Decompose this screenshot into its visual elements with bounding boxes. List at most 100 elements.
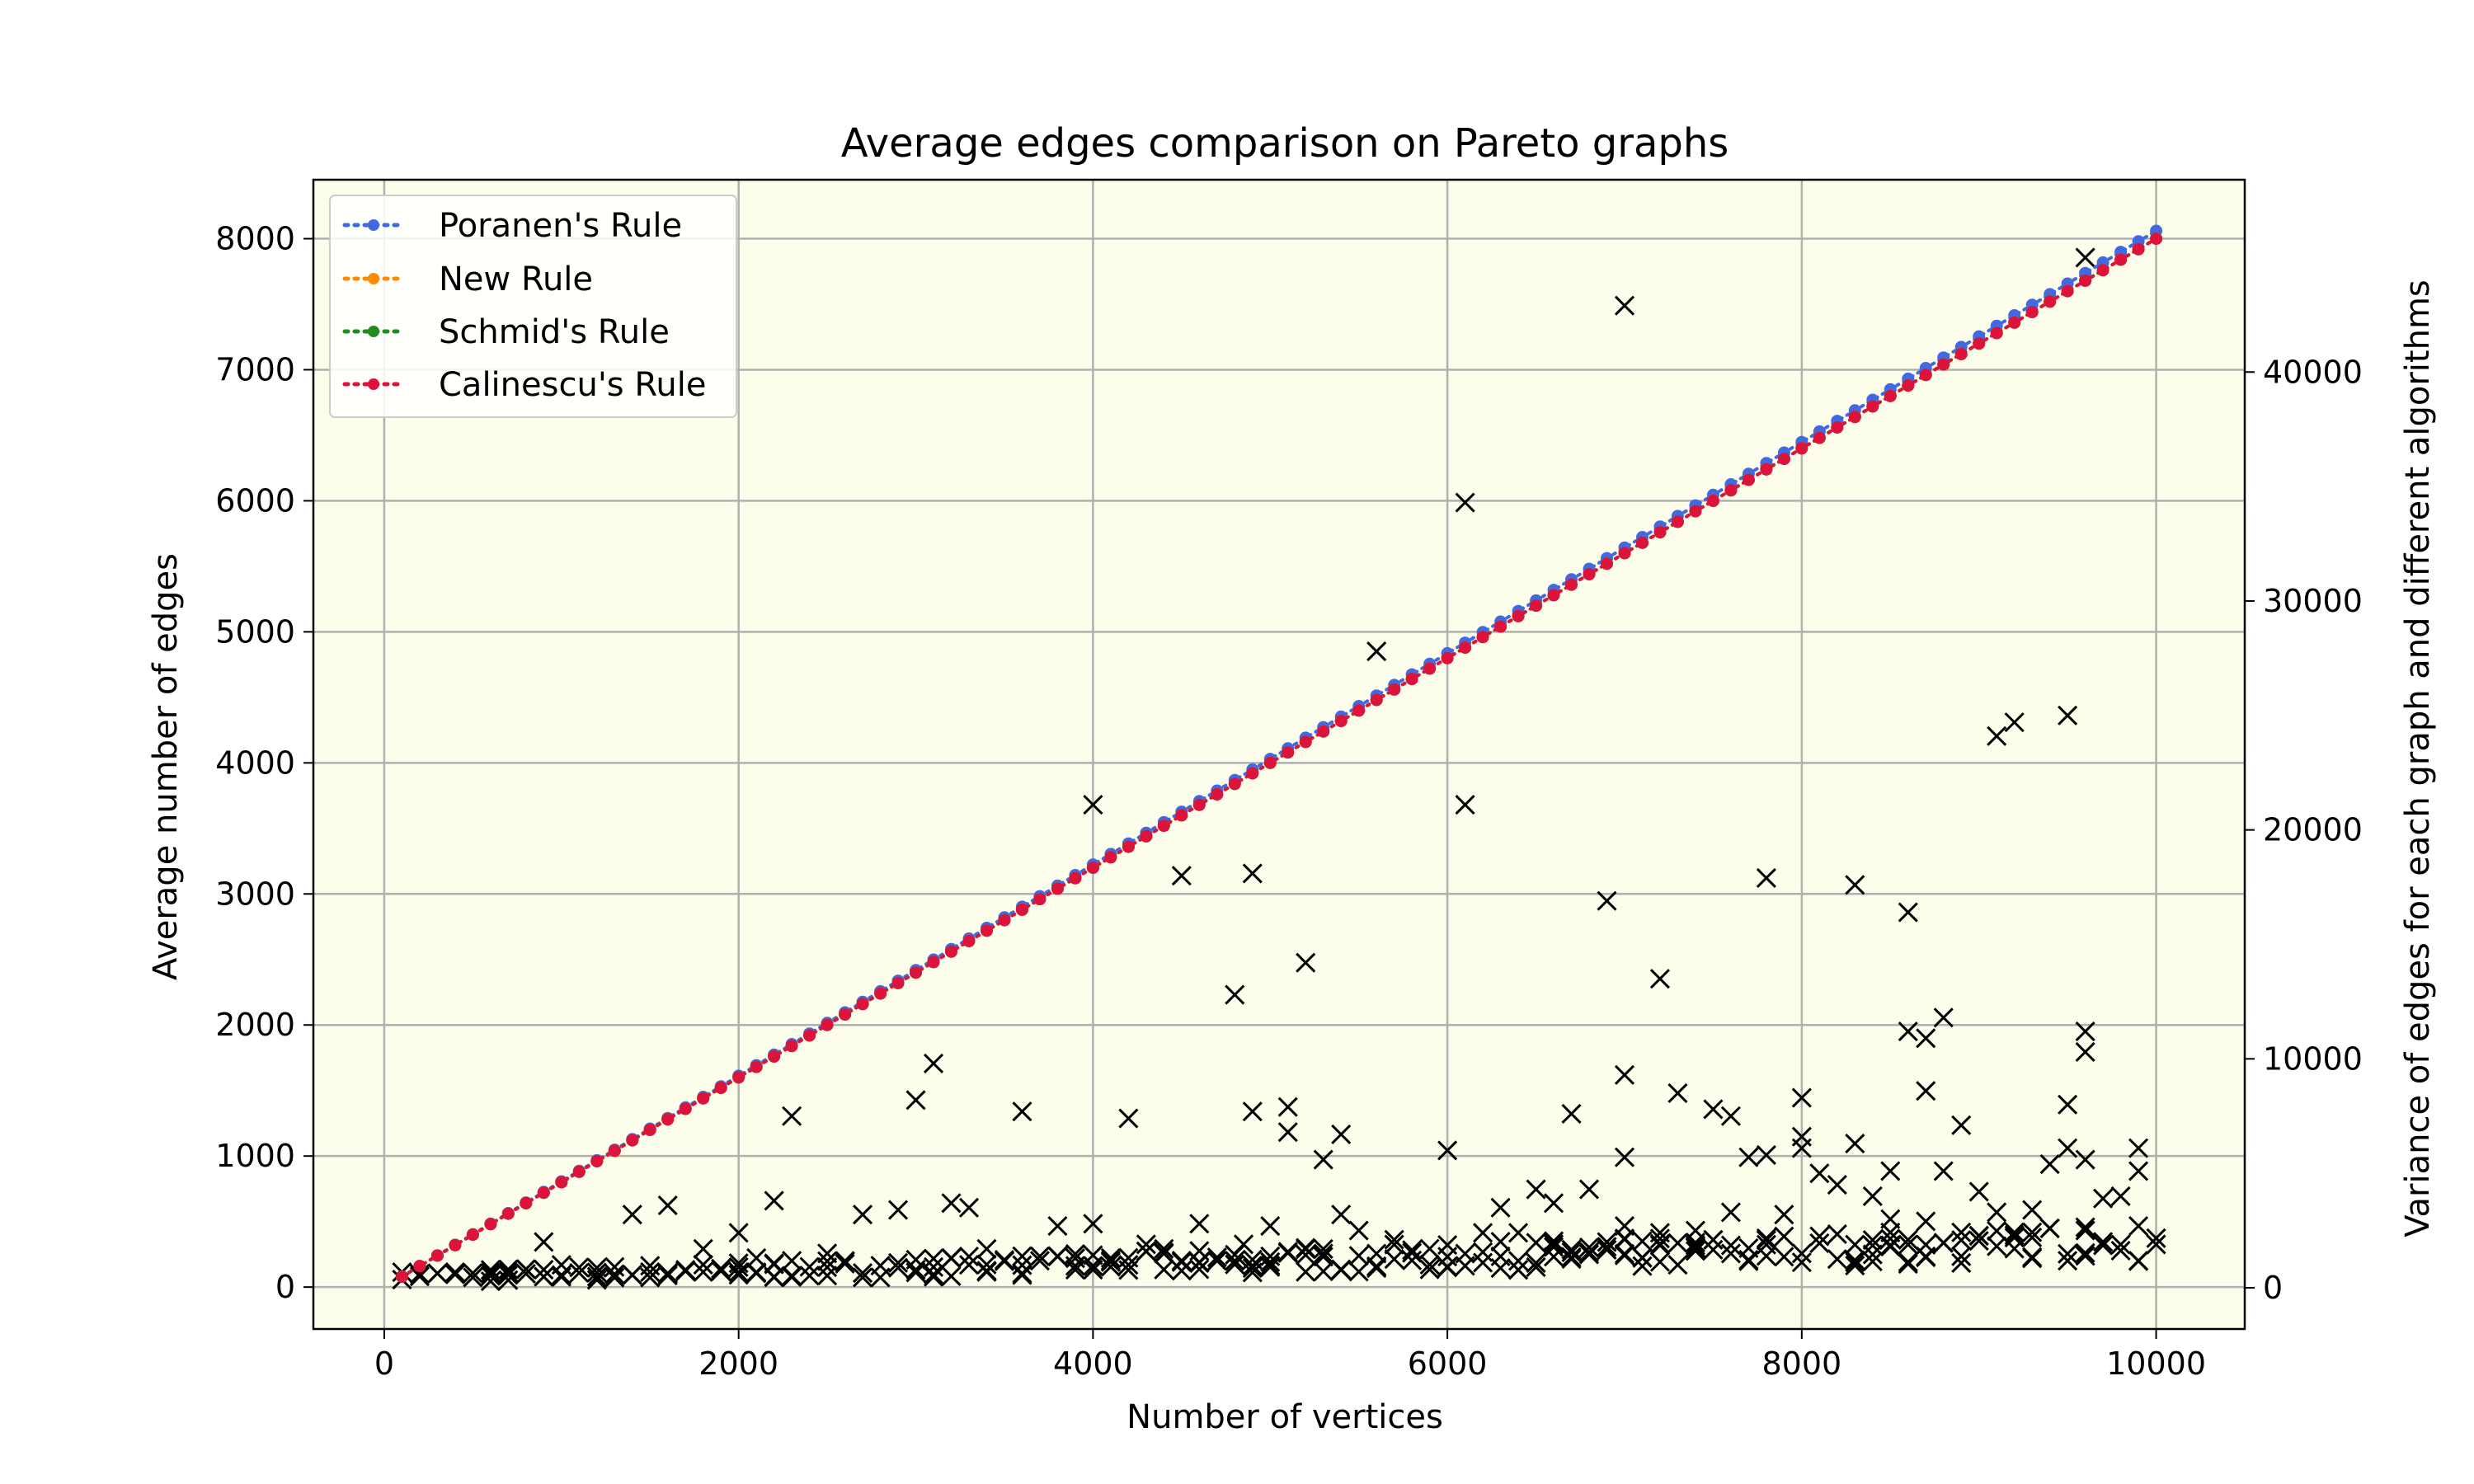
variance-marker [1296, 1245, 1316, 1266]
variance-marker [657, 1263, 678, 1284]
variance-marker [1083, 1214, 1103, 1234]
variance-marker-stroke [1083, 795, 1103, 815]
variance-marker [1827, 1249, 1847, 1270]
variance-marker [1171, 866, 1192, 886]
series-point [1636, 536, 1649, 549]
variance-marker [1561, 1103, 1582, 1125]
y-tick-label: 8000 [215, 221, 295, 257]
variance-marker [728, 1223, 749, 1243]
variance-marker-stroke [444, 1264, 465, 1284]
variance-marker [551, 1265, 571, 1285]
variance-marker [463, 1263, 483, 1284]
variance-marker [1614, 1064, 1635, 1085]
variance-marker [1561, 1249, 1582, 1270]
variance-marker-stroke [2128, 1138, 2149, 1158]
x-tick-label: 6000 [1408, 1345, 1488, 1382]
series-point [768, 1050, 781, 1063]
variance-marker [764, 1190, 784, 1211]
variance-marker [958, 1255, 980, 1275]
series-point [1122, 840, 1135, 853]
variance-marker-stroke [1402, 1242, 1423, 1263]
variance-marker [604, 1256, 625, 1277]
variance-marker-stroke [640, 1267, 661, 1288]
variance-marker-stroke [1578, 1244, 1600, 1265]
variance-marker [1171, 1251, 1192, 1271]
variance-marker [2039, 1154, 2060, 1175]
variance-marker [1366, 641, 1387, 662]
variance-marker [2058, 1251, 2078, 1271]
variance-marker-stroke [586, 1270, 607, 1290]
variance-marker-stroke [728, 1256, 749, 1277]
variance-marker [1614, 1215, 1635, 1237]
variance-marker-stroke [887, 1200, 909, 1220]
variance-marker [1756, 1230, 1776, 1251]
variance-marker [1526, 1179, 1546, 1200]
series-point [1033, 893, 1047, 906]
variance-marker-stroke [1809, 1163, 1830, 1184]
variance-marker [1827, 1223, 1847, 1244]
variance-marker [941, 1248, 962, 1269]
legend-swatch-dot [368, 273, 379, 284]
variance-marker [586, 1270, 607, 1290]
variance-marker [515, 1259, 536, 1280]
variance-marker-stroke [764, 1267, 784, 1288]
variance-marker [1845, 1234, 1865, 1255]
variance-marker-stroke [835, 1253, 855, 1274]
series-point [1653, 526, 1667, 539]
variance-marker-stroke [1313, 1247, 1333, 1267]
series-point [1547, 589, 1560, 602]
variance-marker [2128, 1161, 2149, 1181]
variance-marker [1012, 1246, 1032, 1266]
variance-marker [1898, 1234, 1918, 1255]
variance-marker [1916, 1028, 1936, 1049]
variance-marker-stroke [1526, 1179, 1546, 1200]
variance-marker [1738, 1250, 1759, 1270]
series-point [2096, 264, 2109, 277]
variance-marker-stroke [958, 1247, 980, 1267]
variance-marker-stroke [2075, 1041, 2095, 1063]
series-point [1317, 725, 1330, 738]
variance-marker [1880, 1209, 1901, 1229]
variance-marker [923, 1256, 944, 1277]
series-point [732, 1071, 745, 1084]
variance-marker [2093, 1188, 2114, 1209]
variance-marker-stroke [746, 1247, 767, 1268]
variance-marker-stroke [2058, 1243, 2078, 1264]
variance-marker-stroke [1313, 1261, 1333, 1282]
variance-marker-stroke [1473, 1242, 1493, 1262]
variance-marker [586, 1266, 607, 1287]
variance-marker [1738, 1147, 1759, 1167]
variance-marker-stroke [2075, 1246, 2095, 1266]
variance-marker [2110, 1186, 2131, 1207]
variance-marker-stroke [799, 1266, 820, 1286]
variance-marker [1597, 1239, 1617, 1260]
variance-marker-stroke [1083, 1260, 1103, 1280]
variance-marker [1898, 1229, 1918, 1250]
variance-marker-stroke [515, 1263, 536, 1284]
variance-marker-stroke [534, 1260, 554, 1280]
series-point [466, 1228, 479, 1242]
variance-marker [1791, 1243, 1812, 1264]
variance-marker-stroke [1720, 1243, 1741, 1264]
variance-marker-stroke [1366, 1243, 1387, 1264]
series-point [1813, 431, 1826, 444]
variance-marker-stroke [2128, 1161, 2149, 1181]
y-tick-label: 3000 [215, 876, 295, 912]
variance-marker [1526, 1256, 1546, 1278]
variance-marker-stroke [1791, 1252, 1812, 1273]
variance-marker [2058, 1138, 2078, 1158]
series-point [1866, 400, 1879, 413]
variance-marker [534, 1260, 554, 1280]
variance-marker [1649, 1252, 1671, 1272]
variance-marker [887, 1257, 909, 1278]
variance-marker [1685, 1220, 1705, 1241]
series-point [590, 1155, 604, 1167]
variance-marker [1578, 1179, 1600, 1200]
variance-marker [1225, 1251, 1245, 1271]
variance-marker-stroke [1880, 1161, 1901, 1181]
variance-marker-stroke [2110, 1234, 2131, 1255]
variance-marker [1366, 1243, 1387, 1264]
variance-marker-stroke [887, 1257, 909, 1278]
variance-marker-stroke [427, 1263, 448, 1284]
series-point [501, 1207, 515, 1220]
